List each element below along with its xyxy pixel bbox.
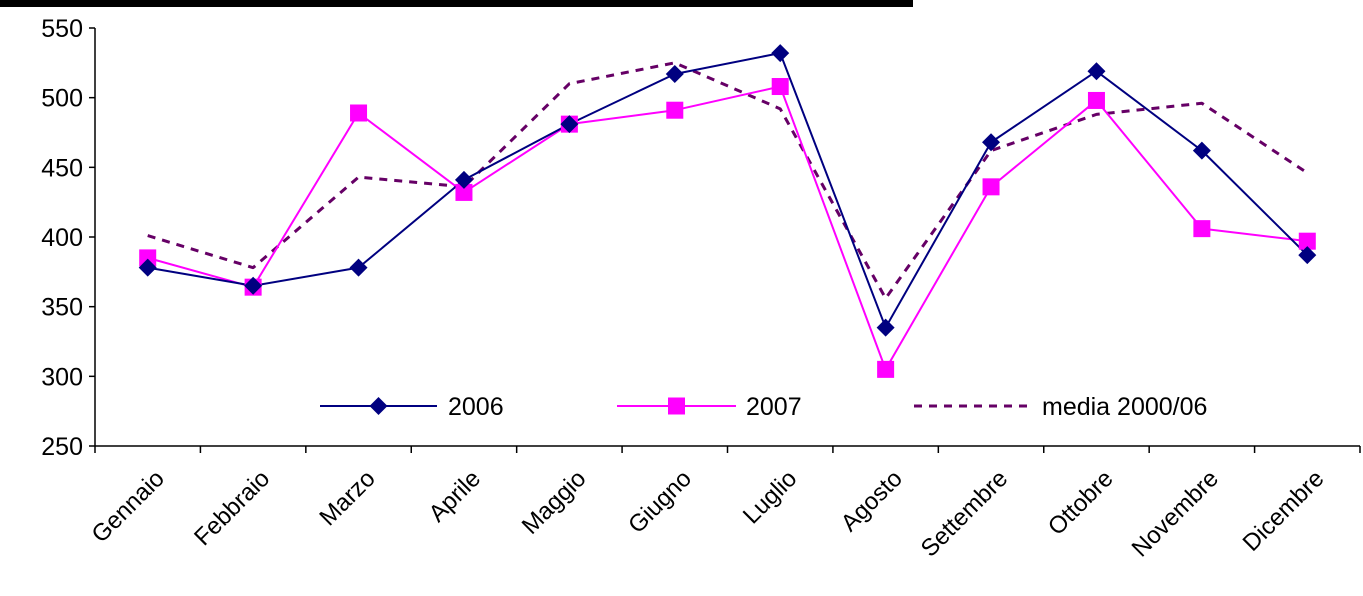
data-point-2007-4 xyxy=(455,183,473,201)
legend-label-1: 2006 xyxy=(448,393,504,421)
data-point-2007-7 xyxy=(771,78,789,96)
data-point-2006-5 xyxy=(560,115,579,134)
x-tick-label: Maggio xyxy=(517,465,592,540)
x-tick-label: Febbraio xyxy=(189,465,275,551)
x-tick-label: Luglio xyxy=(738,465,802,529)
legend-label-2: 2007 xyxy=(746,393,802,421)
data-point-2006-8 xyxy=(876,318,895,337)
series-line-media-2000-06 xyxy=(147,61,1309,300)
x-tick-label: Aprile xyxy=(424,465,486,527)
legend: 2006 2007 media 2000/06 xyxy=(320,393,1207,421)
top-border-bar xyxy=(0,0,913,7)
y-tick-label: 400 xyxy=(41,224,83,252)
x-tick-label: Settembre xyxy=(916,465,1013,562)
data-point-2006-1 xyxy=(138,258,157,277)
x-tick-label: Novembre xyxy=(1127,465,1224,562)
legend-marker-1 xyxy=(369,397,388,415)
data-point-2006-10 xyxy=(1087,62,1106,81)
data-point-2006-9 xyxy=(982,133,1001,152)
data-point-2007-12 xyxy=(1298,232,1316,250)
y-tick-label: 350 xyxy=(41,294,83,322)
data-point-2006-4 xyxy=(454,170,473,189)
data-point-2007-9 xyxy=(982,178,1000,196)
x-tick-label: Ottobre xyxy=(1043,465,1119,541)
x-tick-label: Gennaio xyxy=(87,465,170,548)
legend-marker-2 xyxy=(668,397,685,415)
y-tick-label: 450 xyxy=(41,154,83,182)
series-line-2007 xyxy=(147,85,1308,371)
x-tick-label: Dicembre xyxy=(1238,465,1330,557)
x-tick-label: Agosto xyxy=(836,465,908,537)
data-point-2006-6 xyxy=(665,64,684,83)
series-lines xyxy=(147,52,1309,371)
series-markers xyxy=(138,44,1317,378)
data-point-2007-8 xyxy=(877,360,895,378)
y-tick-label: 300 xyxy=(41,363,83,391)
y-tick-label: 500 xyxy=(41,85,83,113)
x-tick-label: Marzo xyxy=(314,465,380,531)
legend-label-3: media 2000/06 xyxy=(1042,393,1207,421)
data-point-2007-1 xyxy=(139,249,157,267)
data-point-2006-2 xyxy=(244,276,263,295)
x-tick-label: Giugno xyxy=(623,465,697,539)
data-point-2007-6 xyxy=(666,101,684,119)
data-point-2007-10 xyxy=(1087,91,1105,109)
data-point-2006-3 xyxy=(349,258,368,277)
data-point-2007-11 xyxy=(1193,220,1211,238)
series-line-2006 xyxy=(147,52,1308,329)
data-point-2006-12 xyxy=(1298,246,1317,265)
data-point-2006-11 xyxy=(1192,141,1211,160)
data-point-2007-3 xyxy=(350,104,368,122)
y-tick-label: 250 xyxy=(41,433,83,461)
axes: 250 300 350 400 450 500 550 Gennaio Febbraio Marz… xyxy=(41,15,1361,562)
y-tick-label: 550 xyxy=(41,15,83,43)
data-point-2006-7 xyxy=(771,44,790,63)
